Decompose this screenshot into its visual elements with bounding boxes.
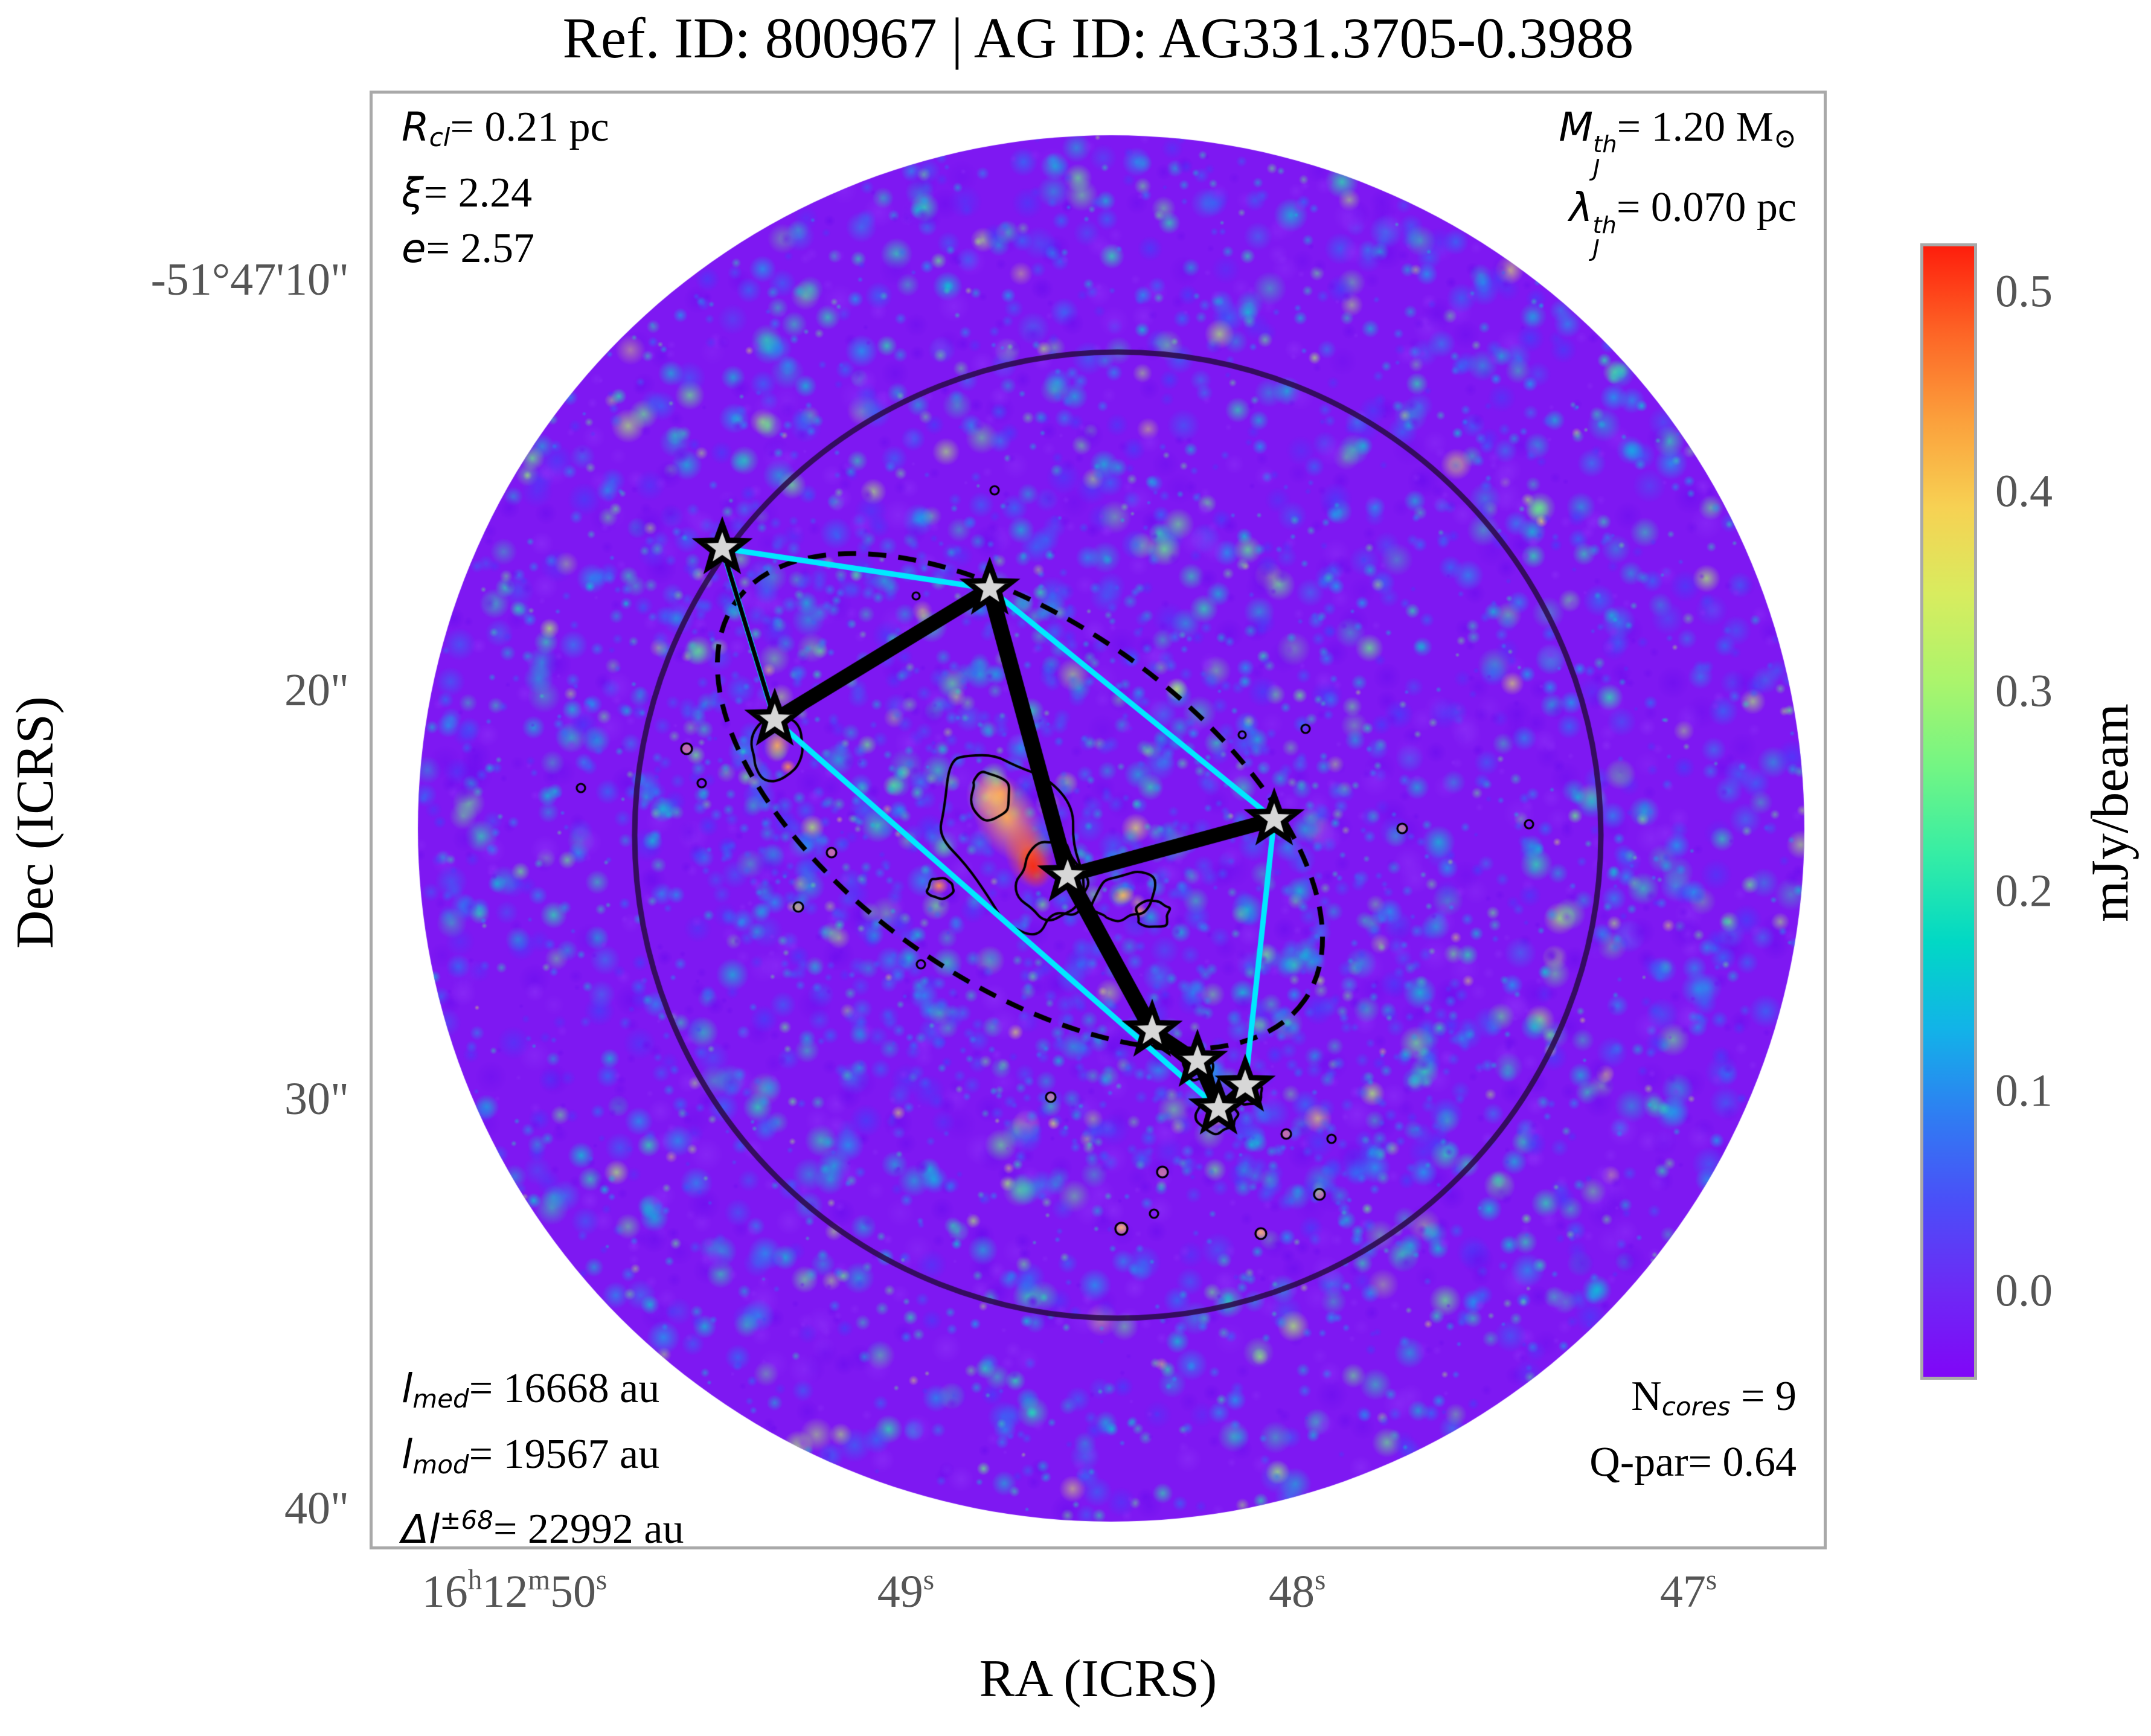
- annotation-line: Δl±68= 22992 au: [402, 1505, 684, 1553]
- dec-tick-labels: -51°47'10" 20" 30" 40": [0, 91, 354, 1549]
- annotation-line: λ th J = 0.070 pc: [1569, 184, 1797, 262]
- colorbar-tick-label: 0.5: [1995, 266, 2053, 317]
- annotation-separations: lmed= 16668 au lmod= 19567 au Δl±68= 22992…: [402, 1361, 684, 1558]
- colorbar-tick-label: 0.1: [1995, 1065, 2053, 1116]
- dec-tick-label: 40": [284, 1482, 349, 1534]
- colorbar-tick-label: 0.3: [1995, 665, 2053, 717]
- colorbar: [1920, 243, 1977, 1380]
- colorbar-tick-labels: 0.5 0.4 0.3 0.2 0.1 0.0: [1995, 243, 2140, 1380]
- x-axis-label: RA (ICRS): [979, 1650, 1217, 1708]
- colorbar-tick-label: 0.4: [1995, 466, 2053, 517]
- colorbar-label: mJy/beam: [2080, 703, 2140, 922]
- sky-map-canvas: [373, 94, 1824, 1546]
- ra-tick-label: 16h12m50s: [422, 1565, 607, 1618]
- ra-tick-labels: 16h12m50s 49s 48s 47s: [370, 1564, 1827, 1642]
- colorbar-tick-label: 0.0: [1995, 1265, 2053, 1316]
- annotation-cores-qpar: Ncores = 9 Q-par= 0.64: [1589, 1369, 1797, 1490]
- annotation-cluster-params: Rcl= 0.21 pc ξ= 2.24 e= 2.57: [402, 100, 609, 277]
- figure-title: Ref. ID: 800967 | AG ID: AG331.3705-0.39…: [562, 6, 1634, 70]
- colorbar-tick-label: 0.2: [1995, 865, 2053, 917]
- dec-tick-label: -51°47'10": [150, 254, 349, 305]
- ra-tick-label: 47s: [1659, 1565, 1717, 1618]
- annotation-line: lmod= 19567 au: [402, 1431, 660, 1480]
- annotation-line: Rcl= 0.21 pc: [402, 104, 609, 153]
- annotation-line: lmed= 16668 au: [402, 1365, 660, 1414]
- annotation-line: ξ= 2.24: [402, 170, 533, 217]
- annotation-line: Ncores = 9: [1631, 1373, 1797, 1422]
- y-axis-label: Dec (ICRS): [5, 696, 65, 949]
- ra-tick-label: 49s: [877, 1565, 935, 1618]
- ra-tick-label: 48s: [1268, 1565, 1326, 1618]
- annotation-line: Q-par= 0.64: [1589, 1439, 1797, 1486]
- dec-tick-label: 30": [284, 1073, 349, 1124]
- annotation-line: e= 2.57: [402, 225, 534, 272]
- dec-tick-label: 20": [284, 664, 349, 716]
